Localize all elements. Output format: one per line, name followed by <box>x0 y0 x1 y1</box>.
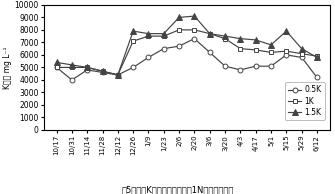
0.5K <box>116 74 120 76</box>
1.5K <box>284 30 288 32</box>
1.5K <box>192 15 196 17</box>
1.5K <box>146 32 150 35</box>
1.5K <box>162 32 166 35</box>
1K <box>177 29 181 31</box>
1K <box>239 48 243 50</box>
0.5K <box>70 79 74 81</box>
0.5K <box>131 66 135 68</box>
0.5K <box>315 76 319 79</box>
0.5K <box>299 56 304 59</box>
Line: 1.5K: 1.5K <box>54 13 320 78</box>
1.5K <box>239 37 243 40</box>
1K <box>70 66 74 68</box>
1K <box>284 50 288 52</box>
1K <box>299 53 304 55</box>
1.5K <box>116 74 120 76</box>
1K <box>146 35 150 37</box>
0.5K <box>223 65 227 67</box>
0.5K <box>269 65 273 67</box>
0.5K <box>284 54 288 56</box>
1.5K <box>55 61 59 64</box>
1K <box>315 55 319 57</box>
Line: 0.5K: 0.5K <box>54 36 319 82</box>
1.5K <box>254 39 258 41</box>
1K <box>116 74 120 76</box>
1.5K <box>299 48 304 50</box>
0.5K <box>239 69 243 71</box>
Text: 図5　汁液K濃度（上位葉身、1N処理）の推移: 図5 汁液K濃度（上位葉身、1N処理）の推移 <box>121 185 234 194</box>
1K <box>269 51 273 54</box>
1.5K <box>177 16 181 19</box>
1.5K <box>70 64 74 66</box>
0.5K <box>177 45 181 47</box>
1K <box>208 32 212 35</box>
Line: 1K: 1K <box>54 27 319 77</box>
1.5K <box>223 35 227 37</box>
Y-axis label: K濃度 mg L⁻¹: K濃度 mg L⁻¹ <box>3 46 12 89</box>
1.5K <box>100 70 105 72</box>
1.5K <box>85 66 89 68</box>
1K <box>85 66 89 68</box>
1K <box>55 66 59 68</box>
0.5K <box>162 48 166 50</box>
Legend: 0.5K, 1K, 1.5K: 0.5K, 1K, 1.5K <box>285 82 325 120</box>
0.5K <box>208 51 212 54</box>
0.5K <box>85 69 89 71</box>
1K <box>131 40 135 42</box>
0.5K <box>55 66 59 68</box>
1.5K <box>131 30 135 32</box>
1K <box>223 37 227 40</box>
0.5K <box>254 65 258 67</box>
1.5K <box>269 44 273 46</box>
1K <box>192 29 196 31</box>
1.5K <box>208 32 212 35</box>
0.5K <box>100 71 105 74</box>
1.5K <box>315 56 319 59</box>
1K <box>100 70 105 72</box>
1K <box>162 35 166 37</box>
0.5K <box>146 56 150 59</box>
0.5K <box>192 37 196 40</box>
1K <box>254 49 258 51</box>
